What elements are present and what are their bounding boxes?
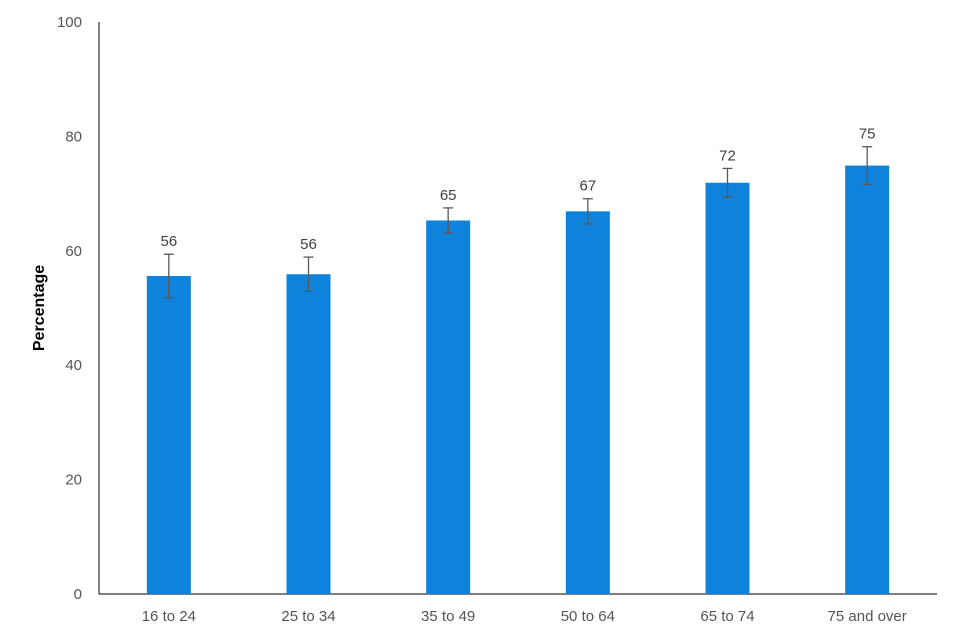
bar xyxy=(426,220,471,594)
x-tick-label: 65 to 74 xyxy=(700,608,754,625)
data-label: 65 xyxy=(440,187,457,204)
bar xyxy=(565,211,610,594)
bars xyxy=(146,165,890,594)
x-tick-label: 16 to 24 xyxy=(142,608,196,625)
data-label: 56 xyxy=(300,236,317,253)
error-bars xyxy=(163,146,873,299)
data-labels: 56 56 65 67 72 75 xyxy=(160,126,875,253)
x-tick-label: 50 to 64 xyxy=(561,608,615,625)
x-tick-label: 35 to 49 xyxy=(421,608,475,625)
bar xyxy=(845,165,890,594)
y-tick-label: 40 xyxy=(65,357,82,374)
x-tick-label: 75 and over xyxy=(828,608,907,625)
x-tick-label: 25 to 34 xyxy=(281,608,335,625)
y-tick-label: 100 xyxy=(57,14,82,31)
bar xyxy=(705,182,750,594)
data-label: 72 xyxy=(719,147,736,164)
y-tick-label: 0 xyxy=(74,586,82,603)
bar xyxy=(286,274,331,594)
x-axis: 16 to 24 25 to 34 35 to 49 50 to 64 65 to 74… xyxy=(99,593,937,625)
bar xyxy=(146,275,191,594)
y-tick-label: 60 xyxy=(65,243,82,260)
data-label: 75 xyxy=(859,126,876,143)
y-tick-label: 80 xyxy=(65,128,82,145)
data-label: 56 xyxy=(160,233,177,250)
y-axis: 0 20 40 60 80 100 xyxy=(57,14,100,603)
data-label: 67 xyxy=(579,178,596,195)
y-tick-label: 20 xyxy=(65,472,82,489)
y-axis-title: Percentage xyxy=(31,265,48,351)
